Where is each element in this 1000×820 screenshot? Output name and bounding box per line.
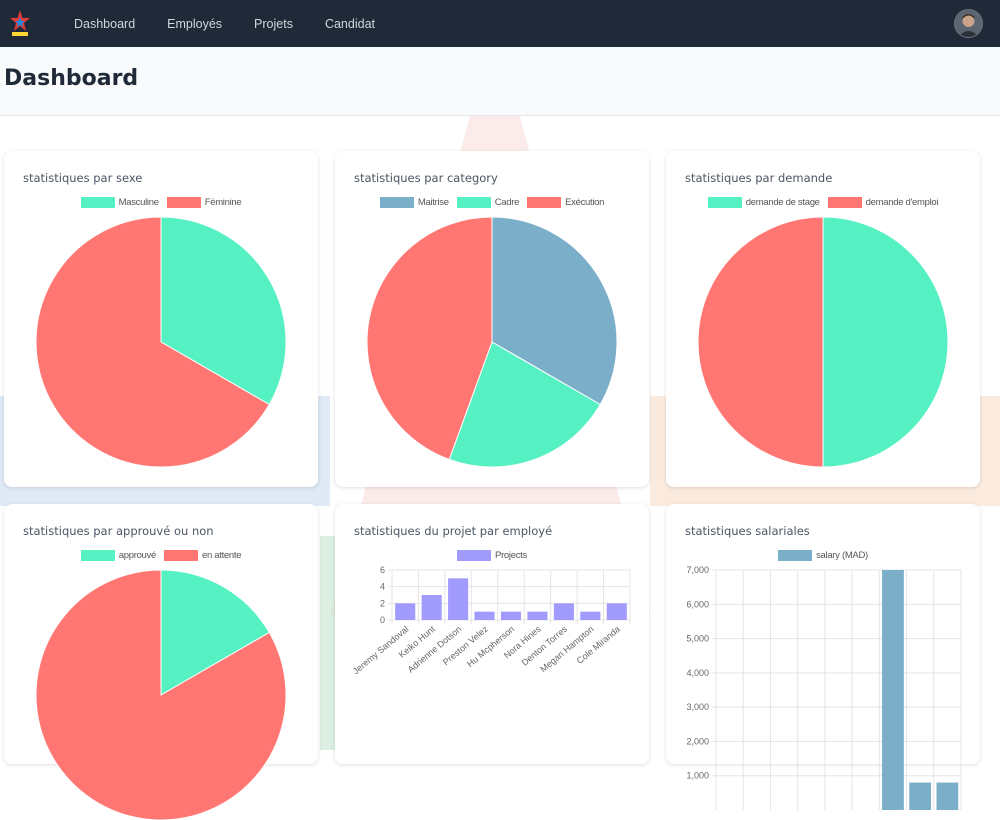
legend-label: Projects	[495, 550, 527, 561]
card-title: statistiques par demande	[685, 171, 833, 185]
app-logo-icon[interactable]	[9, 8, 31, 38]
bar[interactable]	[474, 611, 495, 620]
bar[interactable]	[500, 611, 522, 620]
pie-slice-0[interactable]	[160, 570, 270, 696]
chart-legend: Projects	[335, 550, 649, 561]
nav-dashboard-link[interactable]: Dashboard	[74, 16, 136, 31]
bar[interactable]	[553, 603, 574, 620]
legend-item[interactable]: Féminine	[166, 197, 242, 208]
legend-label: Féminine	[204, 197, 242, 208]
page-title: Dashboard	[4, 66, 139, 91]
y-tick-label: 2,000	[686, 736, 709, 746]
legend-item[interactable]: Projects	[457, 550, 527, 561]
y-tick-label: 0	[380, 615, 385, 625]
chart-legend: salary (MAD)	[666, 550, 980, 561]
legend-label: en attente	[201, 550, 242, 561]
bar[interactable]	[580, 611, 601, 620]
bar[interactable]	[527, 611, 548, 620]
pie-chart[interactable]	[367, 217, 617, 467]
y-tick-label: 5,000	[686, 634, 709, 644]
legend-item[interactable]: en attente	[163, 550, 242, 561]
page-header: Dashboard	[0, 47, 1000, 116]
y-tick-label: 3,000	[686, 702, 709, 712]
card-category-stats: statistiques par category Maitrise Cadre…	[335, 151, 649, 487]
card-salary-stats: statistiques salariales salary (MAD) 1,0…	[666, 504, 980, 810]
nav-employes-link[interactable]: Employés	[167, 16, 223, 31]
bar[interactable]	[395, 603, 416, 620]
y-tick-label: 6,000	[686, 599, 709, 609]
pie-chart[interactable]	[698, 217, 948, 467]
legend-item[interactable]: demande d'emploi	[827, 197, 939, 208]
legend-label: Exécution	[565, 197, 605, 208]
y-tick-label: 6	[380, 565, 385, 575]
card-title: statistiques par sexe	[23, 171, 143, 185]
legend-item[interactable]: Cadre	[456, 197, 520, 208]
bar[interactable]	[448, 578, 469, 620]
y-tick-label: 4	[380, 582, 385, 592]
user-avatar[interactable]	[954, 9, 983, 38]
legend-item[interactable]: Exécution	[527, 197, 604, 208]
legend-item[interactable]: Masculine	[80, 197, 159, 208]
top-navbar: Dashboard Employés Projets Candidat	[0, 0, 1000, 47]
card-title: statistiques par category	[354, 171, 498, 185]
pie-slice-0[interactable]	[822, 217, 948, 467]
legend-item[interactable]: demande de stage	[707, 197, 820, 208]
user-avatar-icon	[955, 10, 982, 37]
pie-slice-2[interactable]	[367, 217, 493, 461]
legend-label: demande de stage	[745, 197, 820, 208]
card-request-stats: statistiques par demande demande de stag…	[666, 151, 980, 487]
pie-slice-1[interactable]	[448, 341, 601, 467]
legend-item[interactable]: approuvé	[80, 550, 157, 561]
bar-chart-salary[interactable]: 1,000 2,000 3,000 4,000 5,000 6,000 7,000	[666, 504, 980, 810]
y-tick-label: 1,000	[686, 771, 709, 781]
legend-label: demande d'emploi	[865, 197, 939, 208]
chart-legend: Maitrise Cadre Exécution	[335, 197, 649, 208]
chart-legend: approuvé en attente	[4, 550, 318, 561]
pie-slice-0[interactable]	[491, 217, 617, 406]
legend-label: salary (MAD)	[816, 550, 868, 561]
card-title: statistiques du projet par employé	[354, 524, 553, 538]
legend-item[interactable]: Maitrise	[379, 197, 449, 208]
card-project-per-employee: statistiques du projet par employé Proje…	[335, 504, 649, 764]
bar[interactable]	[909, 782, 932, 810]
card-approval-stats: statistiques par approuvé ou non approuv…	[4, 504, 318, 820]
legend-label: Masculine	[118, 197, 159, 208]
y-tick-label: 7,000	[686, 565, 709, 575]
legend-label: approuvé	[118, 550, 157, 561]
bar[interactable]	[421, 595, 442, 620]
bar[interactable]	[936, 782, 959, 810]
y-tick-label: 2	[380, 598, 385, 608]
card-title: statistiques salariales	[685, 524, 810, 538]
pie-slice-1[interactable]	[698, 217, 824, 467]
y-tick-label: 4,000	[686, 668, 709, 678]
pie-chart[interactable]	[36, 570, 286, 820]
card-gender-stats: statistiques par sexe Masculine Féminine	[4, 151, 318, 487]
pie-chart[interactable]	[36, 217, 286, 467]
legend-item[interactable]: salary (MAD)	[778, 550, 868, 561]
pie-slice-0[interactable]	[160, 217, 286, 406]
card-title: statistiques par approuvé ou non	[23, 524, 214, 538]
chart-legend: Masculine Féminine	[4, 197, 318, 208]
legend-label: Cadre	[494, 197, 520, 208]
nav-projets-link[interactable]: Projets	[254, 16, 293, 31]
pie-slice-1[interactable]	[36, 217, 270, 467]
bar[interactable]	[606, 603, 627, 620]
legend-label: Maitrise	[417, 197, 449, 208]
nav-candidat-link[interactable]: Candidat	[324, 16, 375, 31]
chart-legend: demande de stage demande d'emploi	[666, 197, 980, 208]
bar[interactable]	[882, 570, 904, 810]
